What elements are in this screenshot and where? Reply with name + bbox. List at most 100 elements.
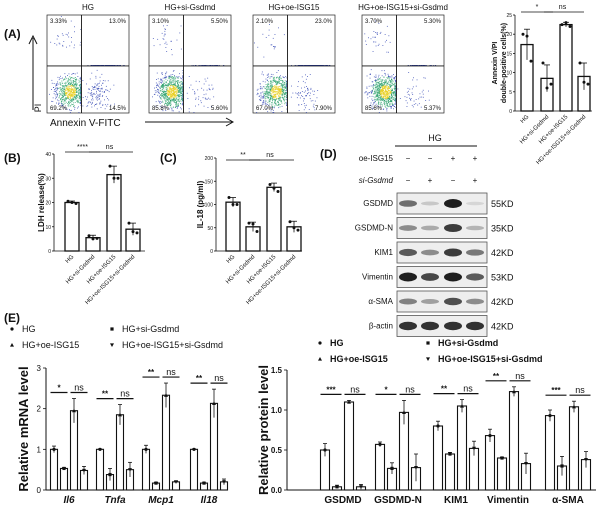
flow-event-dot (265, 84, 267, 85)
flow-event-dot (164, 75, 166, 77)
flow-event-dot (273, 96, 274, 98)
flow-event-dot (280, 85, 282, 87)
flow-event-dot (262, 96, 264, 97)
flow-event-dot (271, 95, 273, 97)
flow-event-dot (375, 96, 377, 98)
flow-event-dot (60, 93, 62, 95)
flow-event-dot (280, 97, 282, 98)
flow-event-dot (76, 100, 78, 102)
flow-event-dot (394, 100, 396, 102)
significance-label: * (57, 384, 61, 393)
flow-event-dot (378, 97, 380, 99)
flow-event-dot (385, 79, 387, 81)
flow-event-dot (67, 103, 68, 105)
flow-event-dot (188, 108, 190, 110)
flow-event-dot (91, 92, 93, 93)
flow-event-dot (265, 100, 267, 102)
flow-event-dot (314, 90, 315, 92)
flow-event-dot (163, 97, 165, 99)
flow-event-dot (284, 90, 286, 91)
flow-event-dot (273, 90, 275, 92)
flow-event-dot (161, 72, 163, 73)
flow-event-dot (165, 107, 167, 109)
flow-event-dot (176, 89, 177, 91)
flow-event-dot (78, 93, 80, 94)
flow-event-dot (79, 92, 81, 93)
flow-event-dot (69, 90, 70, 91)
flow-event-dot (100, 65, 102, 66)
flow-event-dot (260, 94, 262, 96)
flow-event-dot (389, 86, 391, 88)
significance-label: *** (326, 385, 336, 394)
flow-event-dot (286, 82, 288, 84)
x-tick-label: Tnfa (104, 495, 126, 506)
flow-event-dot (265, 89, 267, 90)
flow-event-dot (272, 106, 274, 108)
flow-event-dot (270, 91, 272, 92)
flow-event-dot (271, 85, 272, 87)
flow-event-dot (173, 82, 174, 84)
blot-strip (396, 290, 488, 313)
flow-event-dot (292, 92, 294, 94)
flow-event-dot (384, 91, 386, 93)
flow-event-dot (63, 86, 64, 88)
flow-event-dot (207, 65, 209, 66)
flow-plot-frame (46, 14, 130, 114)
flow-event-dot (172, 90, 174, 91)
flow-event-dot (408, 72, 410, 73)
quadrant-ll-percent: 69.2% (50, 106, 68, 112)
y-axis-label: LDH release(%) (37, 173, 46, 232)
flow-event-dot (390, 101, 392, 103)
flow-event-dot (384, 83, 386, 84)
flow-event-dot (66, 46, 67, 48)
flow-event-dot (69, 45, 71, 47)
flow-event-dot (67, 88, 68, 90)
flow-event-dot (380, 96, 382, 98)
flow-event-dot (163, 106, 165, 108)
flow-event-dot (176, 100, 178, 102)
flow-event-dot (271, 84, 273, 86)
flow-event-dot (281, 94, 283, 96)
flow-event-dot (386, 103, 388, 105)
flow-event-dot (302, 80, 304, 82)
flow-event-dot (80, 81, 82, 83)
flow-event-dot (305, 95, 307, 97)
flow-event-dot (162, 100, 164, 102)
flow-event-dot (163, 35, 165, 37)
flow-event-dot (180, 88, 181, 90)
flow-event-dot (382, 89, 384, 91)
flow-event-dot (176, 86, 178, 88)
flow-event-dot (285, 84, 287, 86)
flow-event-dot (385, 86, 387, 88)
flow-event-dot (307, 76, 308, 77)
flow-event-dot (304, 82, 306, 84)
flow-event-dot (313, 65, 314, 66)
flow-event-dot (271, 102, 273, 103)
flow-event-dot (56, 89, 58, 91)
flow-event-dot (381, 92, 383, 94)
flow-event-dot (278, 87, 279, 89)
flow-event-dot (307, 90, 309, 91)
x-tick-label: α-SMA (552, 495, 584, 506)
y-tick-label: 50 (207, 226, 213, 232)
flow-event-dot (376, 82, 378, 84)
flow-event-dot (198, 81, 200, 83)
flow-event-dot (86, 83, 87, 85)
flow-event-dot (414, 65, 415, 66)
flow-event-dot (285, 87, 287, 89)
flow-event-dot (273, 77, 275, 79)
flow-event-dot (378, 88, 380, 90)
flow-event-dot (82, 97, 84, 98)
flow-event-dot (392, 84, 394, 85)
flow-event-dot (386, 82, 387, 84)
quadrant-ur-percent: 5.30% (424, 19, 442, 25)
replicate-point (524, 462, 528, 466)
flow-event-dot (76, 78, 77, 80)
flow-event-dot (169, 102, 170, 104)
flow-event-dot (65, 97, 66, 99)
flow-event-dot (378, 82, 380, 83)
flow-event-dot (387, 76, 389, 78)
flow-event-dot (163, 91, 165, 93)
flow-event-dot (277, 89, 279, 91)
flow-event-dot (159, 90, 161, 91)
